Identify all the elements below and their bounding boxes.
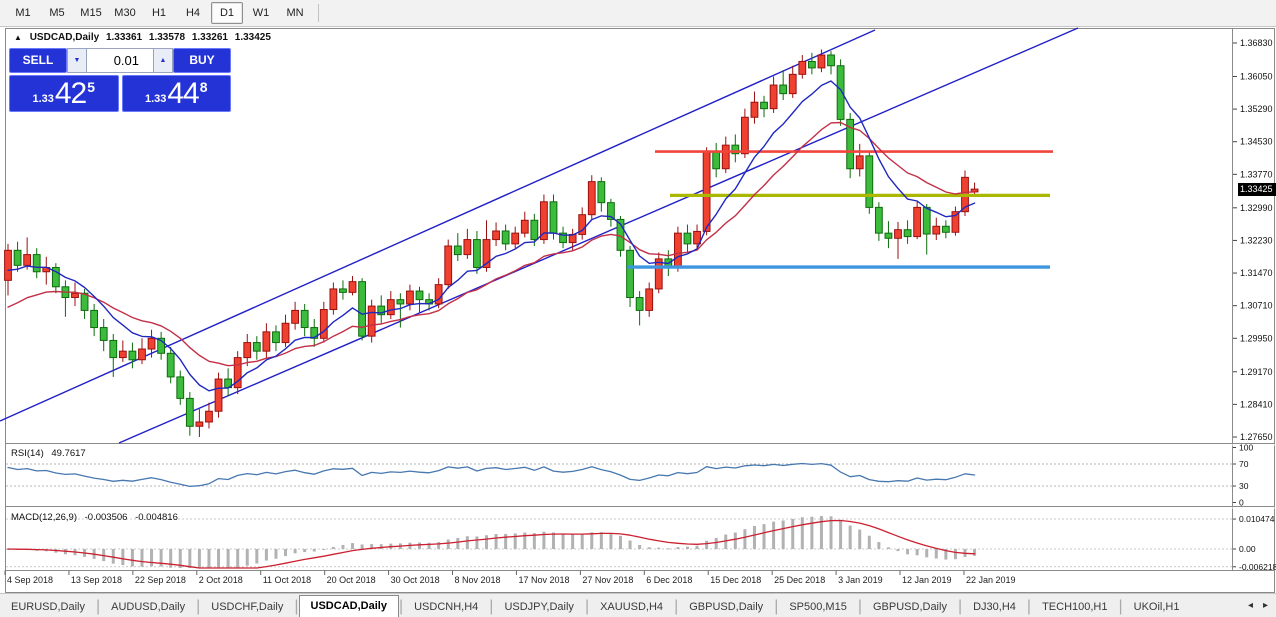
sell-price-pip: 5 <box>87 79 96 95</box>
timeframe-button-MN[interactable]: MN <box>286 7 304 19</box>
volume-decrease-button[interactable]: ▼ <box>67 48 87 73</box>
tab-scroll-right-icon[interactable]: ▸ <box>1262 600 1268 611</box>
macd-value-signal: -0.004816 <box>135 512 178 523</box>
chart-tab-TECH100-H1[interactable]: TECH100,H1 <box>1042 601 1108 613</box>
tab-separator: | <box>294 598 299 615</box>
tab-separator: | <box>398 598 404 615</box>
ohlc-low: 1.33261 <box>191 32 228 43</box>
chart-tab-GBPUSD-Daily[interactable]: GBPUSD,Daily <box>689 601 764 613</box>
chart-tab-USDJPY-Daily[interactable]: USDJPY,Daily <box>504 601 574 613</box>
tab-separator: | <box>957 598 963 615</box>
chart-tab-SP500-M15[interactable]: SP500,M15 <box>789 601 847 613</box>
chart-tab-UKOil-H1[interactable]: UKOil,H1 <box>1133 601 1180 613</box>
timeframe-button-H4[interactable]: H4 <box>185 7 201 19</box>
volume-input[interactable]: 0.01 <box>87 48 153 73</box>
chart-tab-AUDUSD-Daily[interactable]: AUDUSD,Daily <box>111 601 186 613</box>
tab-separator: | <box>1026 598 1032 615</box>
chart-tab-USDCNH-H4[interactable]: USDCNH,H4 <box>414 601 479 613</box>
chart-tab-bar: EURUSD,Daily | AUDUSD,Daily | USDCHF,Daily | U… <box>0 593 1276 617</box>
macd-label-row: MACD(12,26,9) -0.003506 -0.004816 <box>11 512 183 523</box>
ohlc-close: 1.33425 <box>234 32 271 43</box>
tab-separator: | <box>95 598 101 615</box>
timeframe-button-M5[interactable]: M5 <box>49 7 65 19</box>
collapse-triangle-icon[interactable]: ▲ <box>14 33 22 42</box>
timeframe-toolbar: M1 M5 M15 M30 H1 H4 D1 W1 MN <box>0 0 1276 27</box>
timeframe-button-D1[interactable]: D1 <box>211 2 243 24</box>
timeframe-button-M30[interactable]: M30 <box>114 7 136 19</box>
tab-separator: | <box>489 598 494 615</box>
buy-price-button[interactable]: 1.33 44 8 <box>121 75 231 112</box>
tab-separator: | <box>1118 598 1123 615</box>
sell-price-big: 42 <box>54 77 87 110</box>
ohlc-high: 1.33578 <box>148 32 186 43</box>
buy-price-prefix: 1.33 <box>144 93 167 105</box>
rsi-label: RSI(14) <box>11 448 44 459</box>
tab-separator: | <box>674 598 679 615</box>
chart-tab-USDCHF-Daily[interactable]: USDCHF,Daily <box>211 601 284 613</box>
volume-increase-button[interactable]: ▲ <box>153 48 173 73</box>
rsi-value: 49.7617 <box>51 448 86 459</box>
tab-separator: | <box>196 598 201 615</box>
sell-price-prefix: 1.33 <box>32 93 54 105</box>
macd-value-main: -0.003506 <box>84 512 128 523</box>
buy-price-pip: 8 <box>199 79 208 95</box>
ohlc-open: 1.33361 <box>105 32 143 43</box>
tab-separator: | <box>774 598 779 615</box>
sell-price-button[interactable]: 1.33 42 5 <box>9 75 119 112</box>
chart-window[interactable] <box>5 28 1275 593</box>
buy-button[interactable]: BUY <box>173 48 231 73</box>
timeframe-button-H1[interactable]: H1 <box>151 7 167 19</box>
sell-button[interactable]: SELL <box>9 48 67 73</box>
buy-price-big: 44 <box>167 77 199 110</box>
chart-tab-EURUSD-Daily[interactable]: EURUSD,Daily <box>11 601 85 613</box>
current-price-tag: 1.33425 <box>1238 183 1276 196</box>
toolbar-separator <box>318 4 319 22</box>
macd-label: MACD(12,26,9) <box>11 512 77 523</box>
timeframe-button-W1[interactable]: W1 <box>252 7 270 19</box>
chart-tab-GBPUSD-Daily[interactable]: GBPUSD,Daily <box>872 601 947 613</box>
tab-scroll-left-icon[interactable]: ◂ <box>1247 600 1253 611</box>
chart-title: ▲ USDCAD,Daily 1.33361 1.33578 1.33261 1… <box>14 32 275 43</box>
chart-symbol-label: USDCAD,Daily <box>29 32 100 43</box>
one-click-trading-panel: SELL ▼ 0.01 ▲ BUY 1.33 42 5 1.33 44 8 <box>9 48 231 112</box>
rsi-label-row: RSI(14) 49.7617 <box>11 448 91 459</box>
tab-separator: | <box>857 598 862 615</box>
chart-tab-DJ30-H4[interactable]: DJ30,H4 <box>973 601 1016 613</box>
timeframe-button-M15[interactable]: M15 <box>80 7 102 19</box>
timeframe-button-M1[interactable]: M1 <box>15 7 31 19</box>
chart-tab-XAUUSD-H4[interactable]: XAUUSD,H4 <box>600 601 664 613</box>
tab-separator: | <box>584 598 590 615</box>
chart-tab-USDCAD-Daily[interactable]: USDCAD,Daily <box>298 595 399 617</box>
